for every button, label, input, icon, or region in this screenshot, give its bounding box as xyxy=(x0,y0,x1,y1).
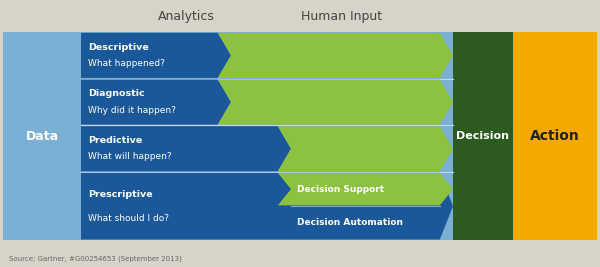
Text: Predictive: Predictive xyxy=(88,136,142,145)
Polygon shape xyxy=(81,33,231,78)
Text: What will happen?: What will happen? xyxy=(88,152,172,161)
Text: Analytics: Analytics xyxy=(158,10,214,22)
Polygon shape xyxy=(81,32,453,240)
Text: Action: Action xyxy=(530,129,580,143)
Text: Decision Automation: Decision Automation xyxy=(297,218,403,227)
Text: Data: Data xyxy=(25,130,59,143)
Text: What happened?: What happened? xyxy=(88,59,165,68)
Polygon shape xyxy=(81,173,453,239)
Polygon shape xyxy=(218,80,453,125)
Text: Diagnostic: Diagnostic xyxy=(88,89,145,99)
Text: Human Input: Human Input xyxy=(301,10,383,22)
Polygon shape xyxy=(81,126,291,171)
Polygon shape xyxy=(218,33,453,78)
Polygon shape xyxy=(81,80,231,125)
Text: What should I do?: What should I do? xyxy=(88,214,169,223)
Text: Decision: Decision xyxy=(457,131,509,141)
Polygon shape xyxy=(278,126,453,171)
Polygon shape xyxy=(278,173,453,205)
Polygon shape xyxy=(453,32,513,240)
Text: Source: Gartner, #G00254653 (September 2013): Source: Gartner, #G00254653 (September 2… xyxy=(9,255,182,262)
Text: Descriptive: Descriptive xyxy=(88,43,149,52)
Polygon shape xyxy=(513,32,597,240)
Text: Why did it happen?: Why did it happen? xyxy=(88,106,176,115)
Polygon shape xyxy=(3,32,81,240)
Text: Decision Support: Decision Support xyxy=(297,185,384,194)
Text: Prescriptive: Prescriptive xyxy=(88,190,153,199)
